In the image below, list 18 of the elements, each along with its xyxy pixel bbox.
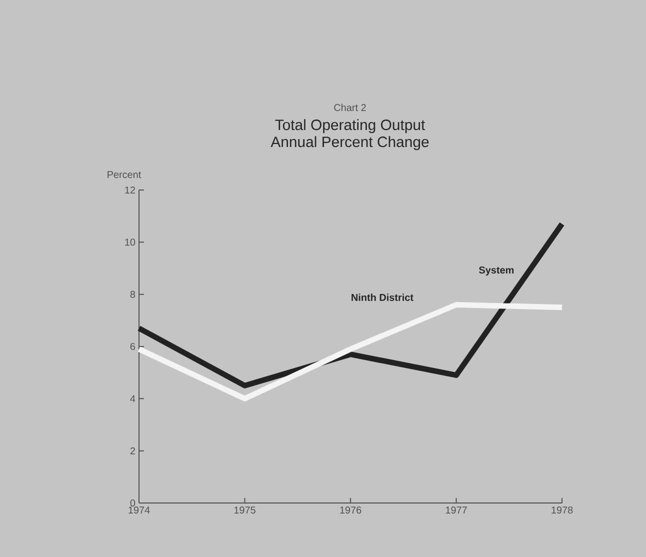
x-tick-label: 1978	[552, 506, 573, 514]
y-tick-label: 8	[130, 290, 136, 298]
y-tick-label: 0	[130, 499, 136, 507]
x-tick-label: 1975	[234, 506, 256, 514]
y-tick-label: 2	[130, 447, 135, 454]
x-tick-label: 1977	[446, 506, 467, 514]
text: Ninth District	[352, 294, 414, 301]
chart-title: Total Operating Output	[275, 119, 426, 134]
y-tick-label: 4	[130, 395, 136, 402]
series-label: System	[479, 266, 514, 276]
y-tick-label: 6	[130, 342, 136, 350]
y-tick-label: 10	[125, 238, 136, 246]
y-tick-label: 12	[125, 186, 135, 194]
y-axis-title: Percent	[108, 171, 142, 178]
chart-subtitle: Annual Percent Change	[270, 136, 429, 150]
caption: Chart 2	[334, 104, 366, 112]
x-tick-label: 1976	[340, 506, 362, 514]
x-tick-label: 1974	[128, 506, 150, 514]
